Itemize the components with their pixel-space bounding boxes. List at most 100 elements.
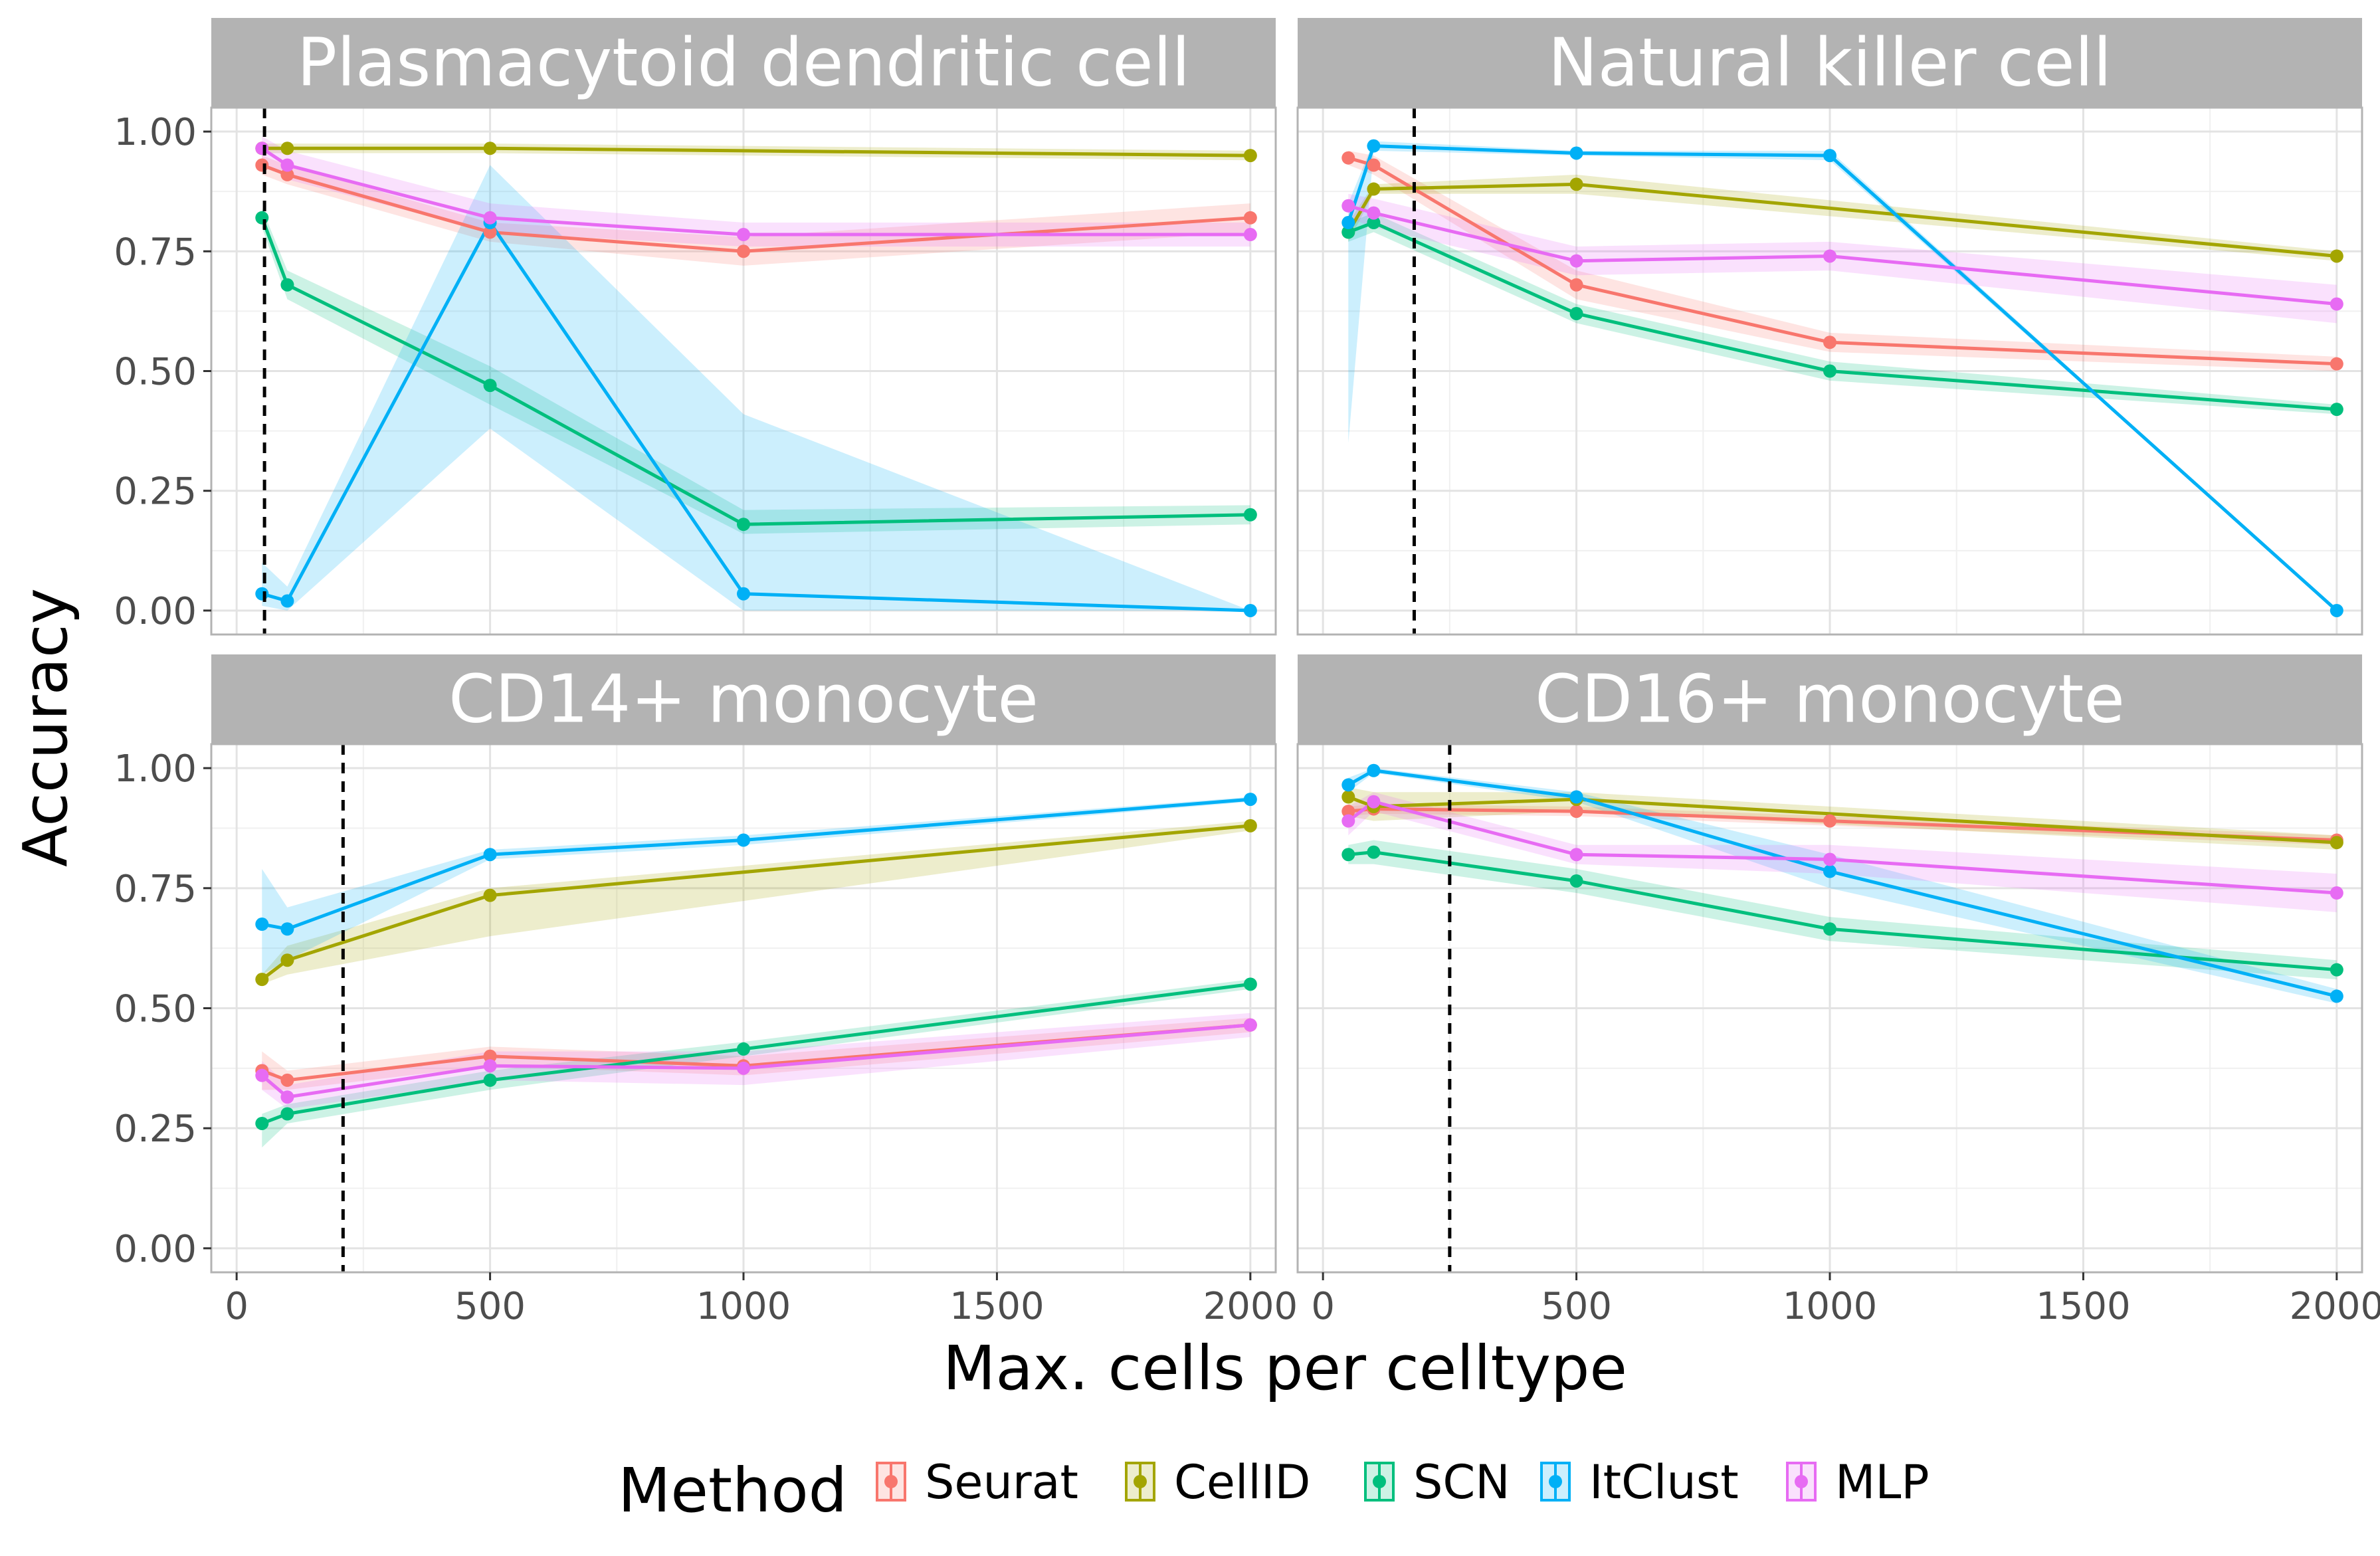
legend-item-itclust: ItClust bbox=[1540, 1455, 1739, 1509]
confidence-ribbons bbox=[262, 797, 1250, 1148]
legend-label: CellID bbox=[1174, 1455, 1310, 1509]
point-scn bbox=[1243, 977, 1257, 991]
panels: Plasmacytoid dendritic cell Natural kille… bbox=[210, 18, 2363, 1274]
point-itclust bbox=[1341, 216, 1355, 230]
panel-title: CD16+ monocyte bbox=[1535, 660, 2125, 738]
y-tick-label: 0.75 bbox=[114, 231, 197, 274]
point-cellid bbox=[1341, 790, 1355, 804]
gridlines bbox=[211, 108, 1276, 634]
y-tick-label: 0.25 bbox=[114, 1108, 197, 1151]
legend-item-cellid: CellID bbox=[1125, 1455, 1310, 1509]
point-scn bbox=[1341, 225, 1355, 239]
y-tick-label: 1.00 bbox=[114, 747, 197, 791]
legend-key-point bbox=[1795, 1475, 1808, 1488]
panel-cd16-monocyte: CD16+ monocyte bbox=[1296, 654, 2363, 1274]
ribbon-itclust bbox=[262, 165, 1250, 611]
point-mlp bbox=[2330, 297, 2343, 311]
point-mlp bbox=[1341, 814, 1355, 828]
point-seurat bbox=[2330, 357, 2343, 371]
point-seurat bbox=[1243, 211, 1257, 225]
point-itclust bbox=[255, 918, 269, 931]
panel-border bbox=[1296, 106, 2363, 636]
point-itclust bbox=[1367, 763, 1381, 777]
point-seurat bbox=[737, 244, 750, 258]
point-seurat bbox=[483, 225, 497, 239]
point-cellid bbox=[1367, 182, 1381, 196]
point-scn bbox=[483, 379, 497, 393]
point-seurat bbox=[1341, 805, 1355, 819]
point-mlp bbox=[1243, 1018, 1257, 1032]
point-scn bbox=[2330, 963, 2343, 977]
line-cellid bbox=[260, 824, 1251, 981]
point-scn bbox=[1823, 922, 1836, 936]
x-tick-label: 0 bbox=[225, 1285, 248, 1328]
point-scn bbox=[255, 1116, 269, 1130]
x-tick-label: 1500 bbox=[949, 1285, 1044, 1328]
point-scn bbox=[737, 1042, 750, 1056]
point-seurat bbox=[1569, 805, 1583, 819]
point-cellid bbox=[1569, 177, 1583, 191]
series-points bbox=[1341, 139, 2343, 617]
panel-strip bbox=[211, 18, 1276, 108]
point-scn bbox=[2330, 403, 2343, 417]
panel-cd14-monocyte: CD14+ monocyte bbox=[210, 654, 1277, 1274]
point-itclust bbox=[1569, 146, 1583, 160]
ribbon-mlp bbox=[262, 1013, 1250, 1110]
point-seurat bbox=[1823, 814, 1836, 828]
ribbon-mlp bbox=[1348, 792, 2337, 912]
point-scn bbox=[1367, 216, 1381, 230]
panel-title: Plasmacytoid dendritic cell bbox=[297, 24, 1190, 102]
ribbon-scn bbox=[1348, 840, 2337, 980]
point-scn bbox=[1367, 845, 1381, 859]
legend-item-seurat: Seurat bbox=[876, 1455, 1078, 1509]
point-scn bbox=[1569, 306, 1583, 320]
point-cellid bbox=[255, 973, 269, 987]
point-scn bbox=[1823, 364, 1836, 378]
point-mlp bbox=[737, 228, 750, 242]
point-seurat bbox=[483, 1049, 497, 1063]
point-scn bbox=[280, 1107, 294, 1121]
y-tick-label: 0.00 bbox=[114, 590, 197, 633]
x-tick-label: 500 bbox=[1541, 1285, 1612, 1328]
point-mlp bbox=[1569, 848, 1583, 862]
x-tick-label: 500 bbox=[454, 1285, 526, 1328]
x-tick-label: 2000 bbox=[2290, 1285, 2380, 1328]
y-tick-label: 0.50 bbox=[114, 988, 197, 1031]
ribbon-itclust bbox=[1348, 768, 2337, 1004]
point-scn bbox=[1243, 508, 1257, 522]
x-tick-label: 1000 bbox=[1783, 1285, 1878, 1328]
ribbon-seurat bbox=[262, 1017, 1250, 1090]
ribbon-seurat bbox=[1348, 150, 2337, 371]
legend-key-point bbox=[1373, 1475, 1386, 1488]
legend-key-point bbox=[1134, 1475, 1147, 1488]
point-cellid bbox=[1243, 149, 1257, 163]
point-itclust bbox=[255, 587, 269, 601]
y-tick-label: 0.50 bbox=[114, 351, 197, 394]
point-scn bbox=[483, 1073, 497, 1087]
ribbon-cellid bbox=[1348, 174, 2337, 261]
point-mlp bbox=[483, 211, 497, 225]
legend-title: Method bbox=[618, 1455, 847, 1526]
point-itclust bbox=[1243, 793, 1257, 807]
legend-key-point bbox=[1549, 1475, 1562, 1488]
y-axis-title: Accuracy bbox=[10, 588, 81, 867]
panel-strip bbox=[1298, 654, 2362, 744]
point-mlp bbox=[737, 1061, 750, 1075]
panel-title: Natural killer cell bbox=[1548, 24, 2112, 102]
point-mlp bbox=[1823, 249, 1836, 263]
point-scn bbox=[1569, 874, 1583, 888]
point-scn bbox=[255, 211, 269, 225]
ribbon-scn bbox=[1348, 213, 2337, 415]
point-seurat bbox=[1367, 158, 1381, 172]
point-mlp bbox=[280, 1090, 294, 1104]
legend-key-point bbox=[884, 1475, 898, 1488]
legend-label: MLP bbox=[1835, 1455, 1930, 1509]
point-mlp bbox=[1341, 199, 1355, 213]
y-tick-label: 0.75 bbox=[114, 868, 197, 911]
gridlines bbox=[211, 744, 1276, 1272]
point-itclust bbox=[1569, 790, 1583, 804]
y-tick-label: 1.00 bbox=[114, 111, 197, 154]
point-mlp bbox=[255, 1068, 269, 1082]
line-cellid bbox=[1347, 795, 2337, 844]
ribbon-scn bbox=[262, 979, 1250, 1148]
